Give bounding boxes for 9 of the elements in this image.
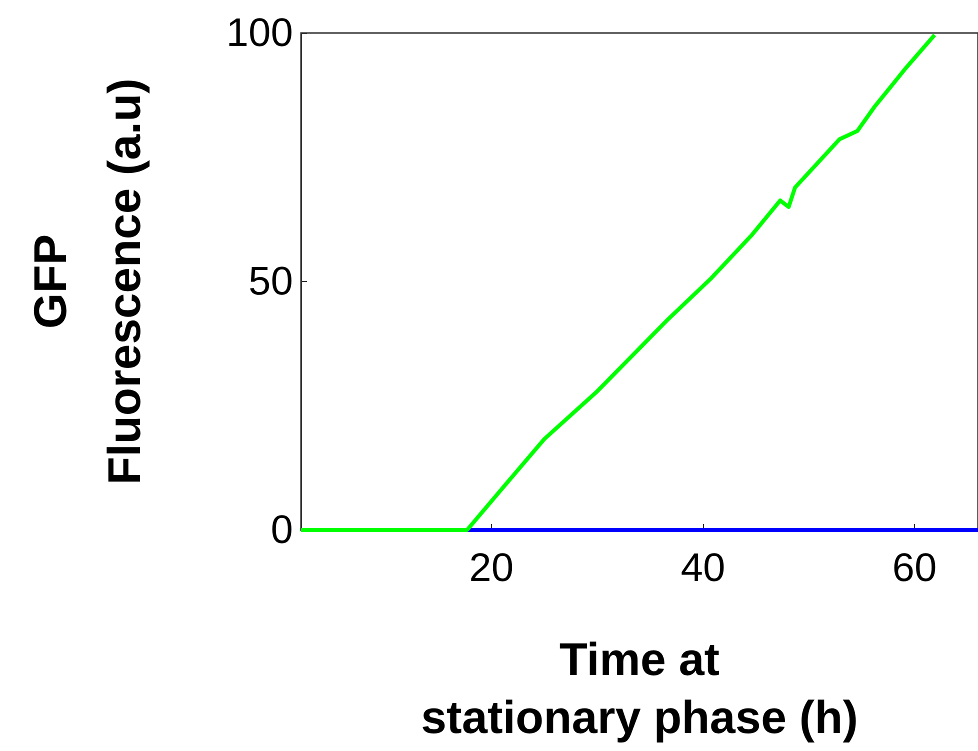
x-tick-label: 20	[469, 546, 514, 590]
y-tick-label: 50	[248, 260, 293, 304]
x-axis-title: Time at stationary phase (h)	[420, 633, 858, 743]
x-tick-label: 40	[680, 546, 726, 590]
line-series	[299, 32, 937, 532]
x-tick-label: 60	[892, 546, 937, 590]
y-axis-title: GFP Fluorescence (a.u)	[24, 78, 150, 485]
y-tick-label: 100	[226, 11, 293, 55]
y-tick-label: 0	[270, 508, 293, 552]
